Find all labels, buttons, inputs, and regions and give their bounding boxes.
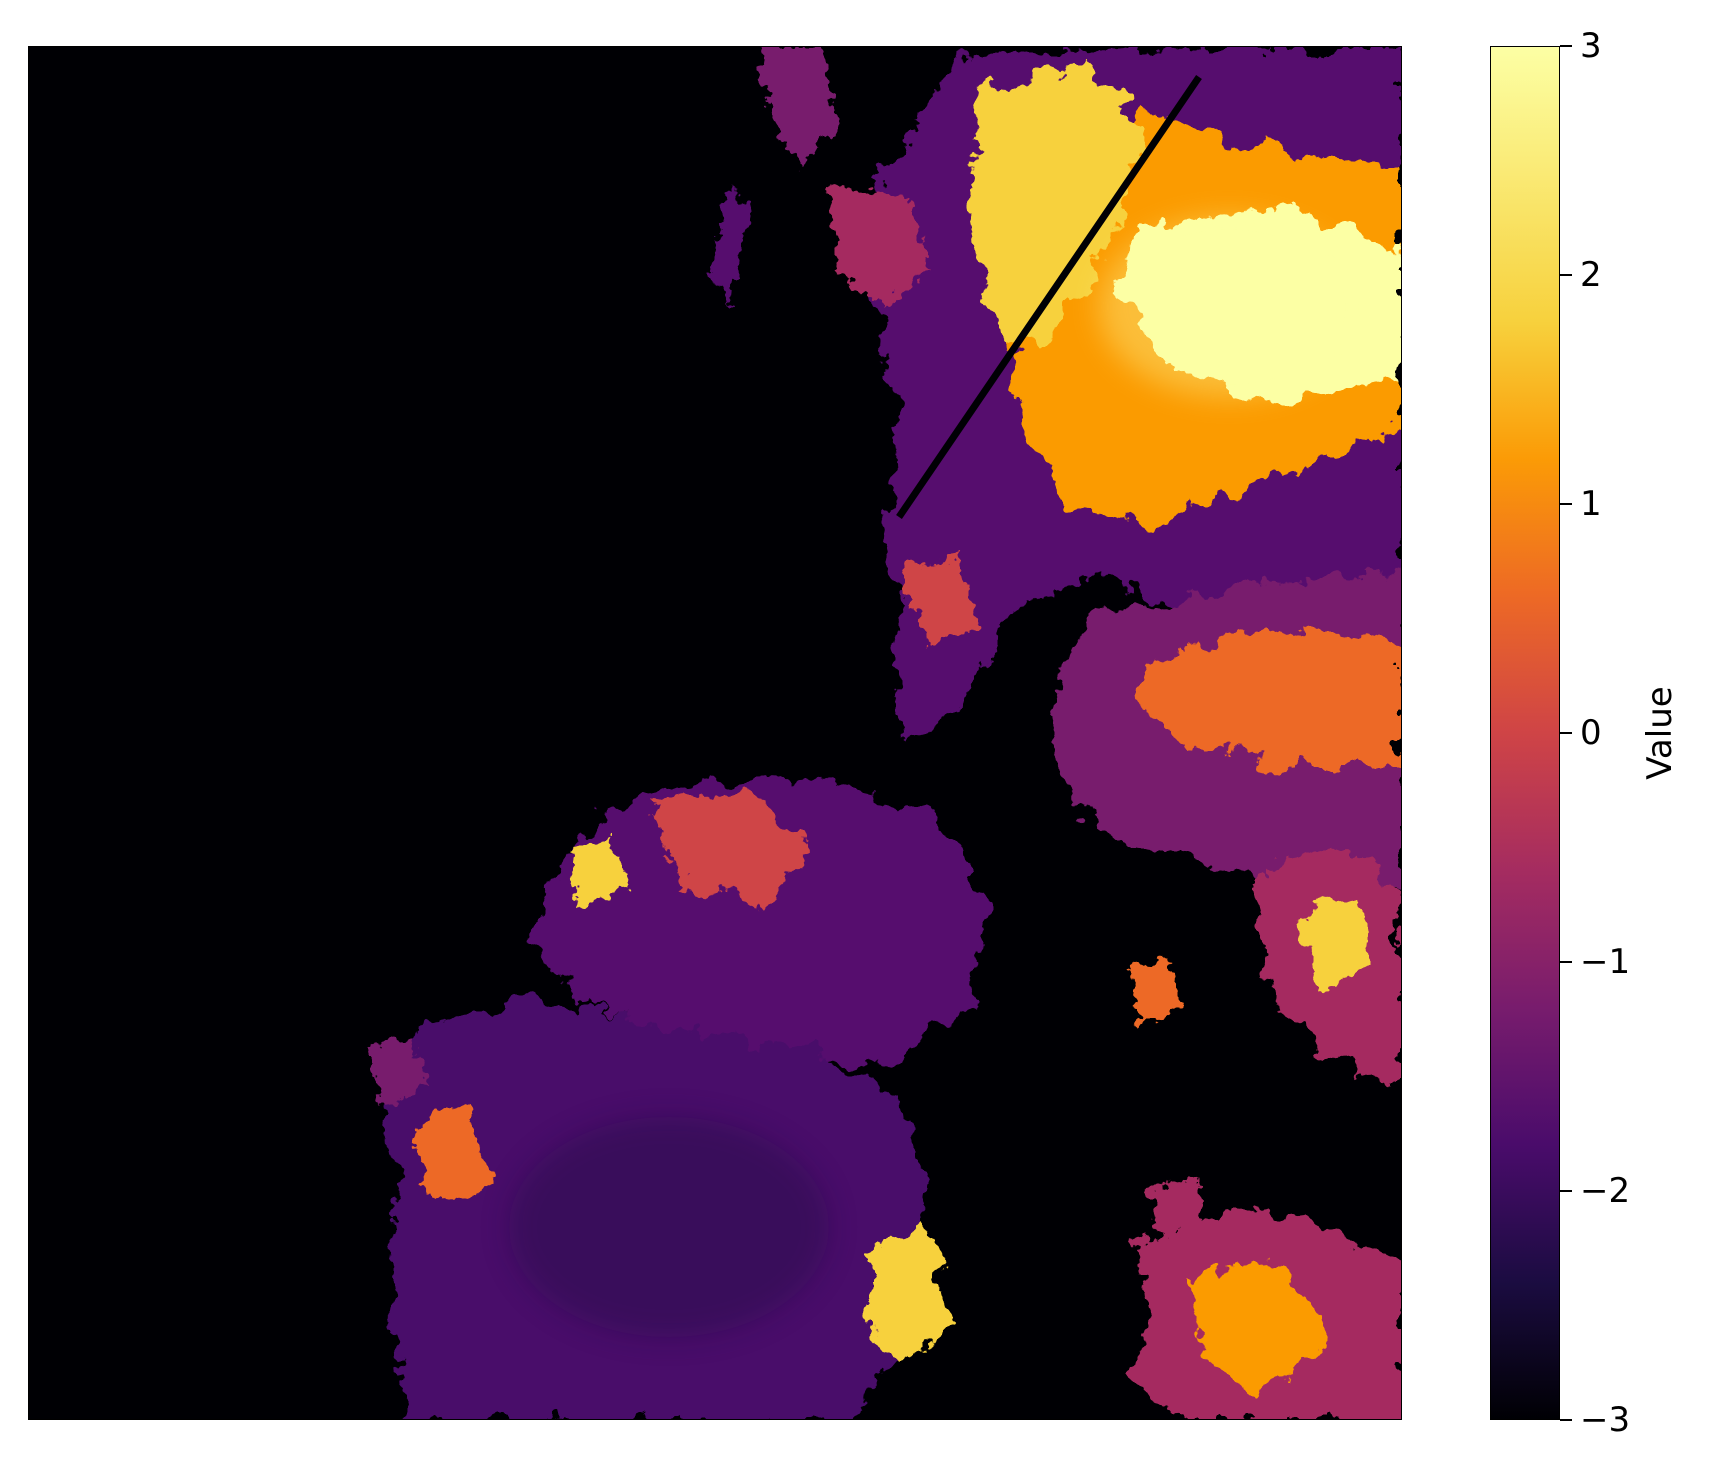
ireland-north — [529, 777, 989, 1067]
colorbar-tick-label: −1 — [1580, 942, 1631, 982]
colorbar-tick-label: 3 — [1580, 26, 1602, 66]
ireland-west-islets — [369, 1037, 429, 1107]
colorbar-tick-label: −2 — [1580, 1171, 1631, 1211]
terrain-raster — [369, 47, 1401, 1419]
coastal-islets — [709, 187, 749, 307]
island-man — [1149, 1177, 1199, 1237]
colorbar-ticks: 3 2 1 0 −1 −2 −3 — [1560, 26, 1680, 1440]
island-skye — [829, 187, 929, 307]
ireland-northwest-hills — [649, 787, 809, 907]
ireland-east-hills — [869, 1227, 949, 1367]
colorbar-tick-mark — [1560, 1190, 1572, 1192]
colorbar-tick-mark — [1560, 1419, 1572, 1421]
southern-uplands-high — [1139, 627, 1401, 767]
colorbar-tick-label: −3 — [1580, 1400, 1631, 1440]
lake-district-peaks — [1299, 897, 1369, 987]
colorbar-tick-mark — [1560, 503, 1572, 505]
colorbar-label: Value — [1640, 686, 1680, 780]
hebrides-islands — [759, 47, 839, 167]
colorbar-tick-mark — [1560, 961, 1572, 963]
colorbar-tick-mark — [1560, 732, 1572, 734]
ireland-west-hills — [409, 1107, 489, 1207]
northwest-highlands — [969, 67, 1149, 347]
ireland-northwest-islets — [569, 837, 629, 907]
colorbar-tick-label: 0 — [1580, 713, 1602, 753]
island-arran — [1129, 957, 1179, 1027]
colorbar-tick-mark — [1560, 45, 1572, 47]
great-glen-fault — [896, 75, 1202, 519]
colorbar-tick-label: 1 — [1580, 484, 1602, 524]
colorbar-tick-label: 2 — [1580, 255, 1602, 295]
colorbar-tick-mark — [1560, 274, 1572, 276]
wales-peaks — [1189, 1267, 1329, 1397]
colorbar — [1490, 46, 1560, 1420]
raster-map — [28, 46, 1402, 1420]
island-mull — [899, 557, 979, 647]
